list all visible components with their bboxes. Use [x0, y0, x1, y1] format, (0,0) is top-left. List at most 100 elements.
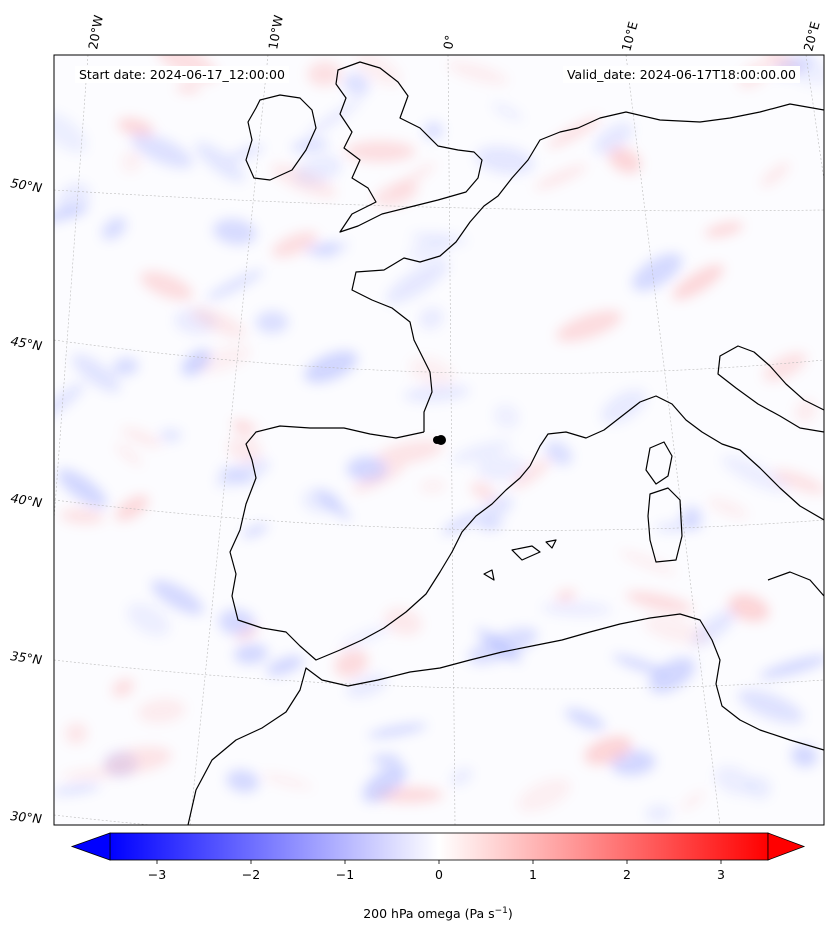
omega-blob — [54, 383, 85, 422]
mallorca-coast — [511, 545, 541, 561]
omega-blob — [362, 764, 407, 803]
colorbar-extend-min — [70, 832, 111, 861]
omega-blob — [451, 440, 512, 464]
omega-blob — [391, 162, 436, 194]
omega-blob — [115, 444, 143, 466]
omega-blob — [760, 162, 790, 188]
omega-blob — [151, 580, 204, 615]
omega-blob — [721, 455, 790, 494]
omega-blob — [291, 140, 330, 152]
omega-blob — [343, 72, 370, 97]
omega-blob — [304, 350, 358, 383]
omega-blob — [271, 231, 318, 258]
longitude-labels: 20°W 10°W 0° 10°E 20°E — [85, 14, 823, 53]
omega-blob — [354, 55, 402, 87]
omega-blob — [746, 776, 772, 800]
great-britain-coast — [335, 61, 483, 233]
omega-blob — [534, 164, 588, 190]
omega-blob — [130, 133, 194, 169]
omega-blob — [385, 260, 449, 304]
omega-blob — [707, 497, 748, 519]
omega-blob — [120, 150, 143, 173]
omega-blob — [255, 310, 289, 334]
corsica-coast — [645, 441, 673, 485]
sicily-coast — [767, 571, 824, 597]
omega-blob — [619, 550, 676, 575]
omega-blob — [126, 602, 171, 637]
ireland-coast — [245, 94, 317, 181]
omega-blob — [403, 384, 471, 403]
omega-blob — [625, 591, 694, 613]
omega-blob — [772, 469, 824, 494]
omega-blob — [305, 242, 339, 255]
omega-blob — [57, 468, 108, 509]
omega-blob — [477, 494, 513, 523]
valid-date-label: Valid_date: 2024-06-17T18:00:00.00 — [562, 66, 800, 83]
omega-blob — [233, 643, 269, 665]
omega-blob — [450, 767, 473, 787]
omega-blob — [511, 458, 551, 489]
graticule — [54, 55, 824, 825]
omega-blob — [137, 698, 186, 724]
colorbar-tick-label: −1 — [336, 867, 354, 882]
omega-blob — [101, 217, 127, 241]
mediterranean-north-coast — [529, 395, 824, 521]
omega-blob — [409, 356, 454, 387]
omega-blob — [227, 436, 262, 463]
lat-label: 45°N — [9, 333, 43, 353]
coastlines — [187, 61, 824, 825]
lat-label: 30°N — [10, 808, 44, 826]
omega-blob — [111, 678, 135, 698]
omega-blob — [410, 232, 468, 245]
omega-blob — [419, 479, 446, 493]
omega-blob — [294, 154, 343, 185]
omega-blob — [206, 269, 264, 301]
omega-blob — [544, 440, 573, 466]
omega-blob — [643, 616, 708, 645]
omega-blob — [195, 141, 245, 182]
omega-blob — [476, 517, 504, 531]
omega-blob — [442, 512, 480, 535]
omega-blob — [737, 689, 804, 724]
omega-blob — [266, 655, 304, 676]
omega-blob — [103, 746, 172, 774]
omega-blob — [54, 112, 88, 154]
omega-field — [54, 55, 824, 823]
omega-blob — [302, 487, 341, 514]
omega-blob — [175, 84, 201, 93]
omega-blob — [593, 122, 634, 155]
omega-blob — [307, 61, 342, 87]
france-north-coast — [351, 103, 824, 432]
observation-point-marker-2 — [433, 436, 441, 444]
omega-blob — [555, 589, 577, 602]
omega-blob — [121, 427, 162, 448]
adriatic-coast — [717, 345, 824, 433]
omega-blob — [54, 206, 89, 224]
omega-blob — [304, 98, 362, 139]
omega-blob — [423, 121, 444, 140]
omega-blob — [140, 271, 193, 301]
omega-blob — [794, 399, 817, 424]
omega-blob — [195, 344, 252, 374]
omega-blob — [763, 352, 807, 382]
menorca-coast — [545, 539, 557, 549]
colorbar-tick-label: −2 — [242, 867, 260, 882]
colorbar-label-close: ) — [507, 906, 513, 922]
omega-blob — [72, 354, 121, 393]
omega-blob — [181, 348, 212, 377]
omega-blob — [517, 777, 572, 813]
omega-blob — [491, 102, 524, 122]
omega-blob — [632, 253, 683, 291]
omega-blob — [470, 481, 496, 501]
omega-blob — [612, 654, 669, 676]
start-date-label: Start date: 2024-06-17_12:00:00 — [75, 66, 289, 83]
omega-blob — [645, 804, 672, 823]
colorbar: −3 −2 −1 0 1 2 3 — [70, 832, 806, 882]
lat-label: 50°N — [9, 175, 43, 195]
omega-blob — [371, 753, 402, 766]
colorbar-ticks: −3 −2 −1 0 1 2 3 — [148, 860, 725, 882]
lon-label: 10°E — [618, 20, 640, 53]
colorbar-body — [109, 832, 769, 861]
omega-blob — [235, 626, 260, 641]
omega-blob — [418, 307, 444, 330]
